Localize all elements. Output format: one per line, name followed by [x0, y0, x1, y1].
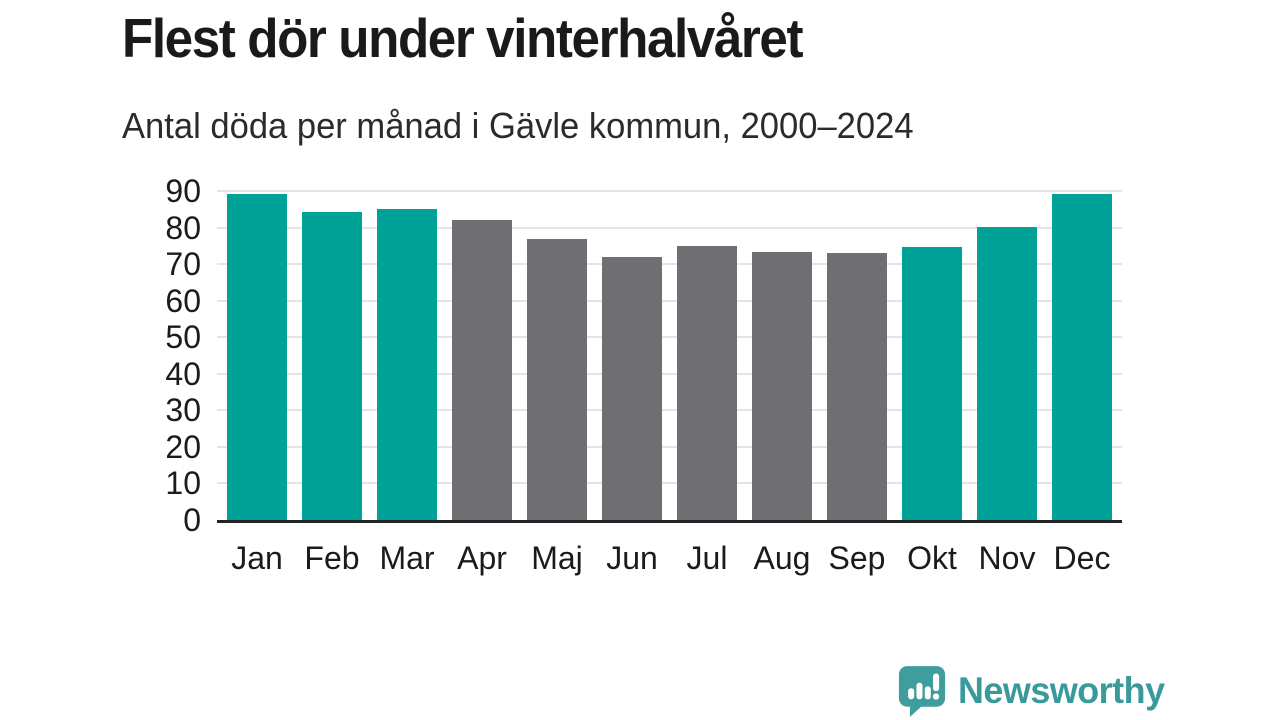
y-tick-label-30: 30 [165, 392, 201, 429]
x-tick-label-jul: Jul [686, 540, 728, 576]
x-tick-label-sep: Sep [828, 540, 886, 576]
bar-apr [452, 219, 512, 520]
logo-bar-3 [924, 686, 931, 700]
y-tick-label-80: 80 [165, 209, 201, 246]
logo-exclamation-stem [933, 673, 940, 691]
bars-row [217, 191, 1122, 520]
bar-dec [1052, 193, 1112, 520]
x-tick-label-maj: Maj [531, 540, 583, 576]
x-tick-label-jan: Jan [231, 540, 283, 576]
bar-jul [677, 245, 737, 520]
gridline-70 [217, 263, 1122, 266]
bar-okt [902, 247, 962, 520]
gridline-30 [217, 409, 1122, 412]
bar-mar [377, 209, 437, 520]
bar-sep [827, 252, 887, 520]
bar-aug [752, 251, 812, 520]
logo-bar-2 [916, 682, 923, 700]
y-axis-labels: 0 10 20 30 40 50 60 70 80 90 [121, 175, 201, 536]
gridline-80 [217, 226, 1122, 229]
plot-area: 0 10 20 30 40 50 60 70 80 90 Jan Feb Mar Apr Maj Jun Ju… [165, 175, 1122, 576]
gridline-50 [217, 336, 1122, 339]
y-tick-label-90: 90 [165, 173, 201, 209]
logo-exclamation-dot [932, 693, 940, 700]
y-tick-label-50: 50 [165, 319, 201, 356]
gridlines [217, 190, 1122, 520]
gridline-20 [217, 445, 1122, 448]
brand-name: Newsworthy [958, 670, 1165, 711]
brand-footer: Newsworthy [898, 664, 1171, 718]
chart-subtitle: Antal döda per månad i Gävle kommun, 200… [122, 105, 914, 146]
x-tick-label-aug: Aug [753, 540, 811, 576]
y-tick-label-40: 40 [165, 355, 201, 392]
x-tick-label-dec: Dec [1053, 540, 1111, 576]
y-tick-label-0: 0 [183, 502, 201, 538]
y-tick-label-20: 20 [165, 428, 201, 465]
x-tick-label-okt: Okt [907, 540, 957, 576]
x-tick-label-nov: Nov [978, 540, 1036, 576]
y-tick-label-10: 10 [165, 465, 201, 502]
bar-feb [302, 211, 362, 520]
gridline-90 [217, 190, 1122, 192]
x-tick-label-apr: Apr [457, 540, 507, 576]
gridline-10 [217, 482, 1122, 485]
y-tick-label-60: 60 [165, 282, 201, 319]
x-axis-labels: Jan Feb Mar Apr Maj Jun Jul Aug Sep Okt Nov Dec [217, 540, 1122, 577]
chart-title: Flest dör under vinterhalvåret [122, 7, 804, 69]
bar-maj [527, 238, 587, 520]
gridline-60 [217, 299, 1122, 302]
x-tick-label-jun: Jun [606, 540, 658, 576]
newsworthy-logo-icon [898, 666, 946, 717]
bar-jun [602, 257, 662, 520]
x-tick-label-mar: Mar [379, 540, 435, 576]
bar-jan [227, 193, 287, 520]
y-tick-label-70: 70 [165, 246, 201, 283]
x-tick-label-feb: Feb [304, 540, 360, 576]
bar-nov [977, 227, 1037, 520]
logo-bar-1 [908, 688, 915, 700]
gridline-40 [217, 372, 1122, 375]
